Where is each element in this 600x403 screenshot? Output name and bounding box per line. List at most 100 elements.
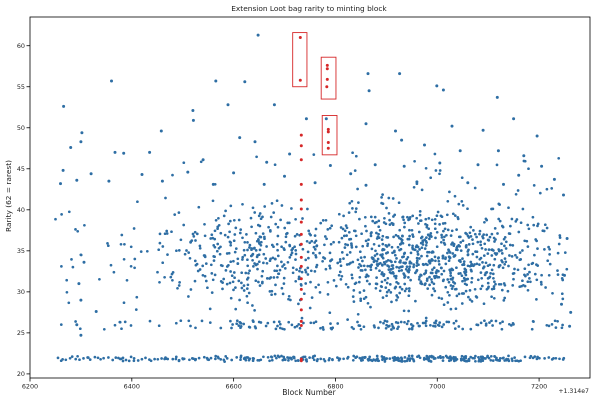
data-point <box>390 264 394 267</box>
data-point <box>271 256 275 260</box>
data-point <box>464 354 468 358</box>
data-point <box>201 273 205 277</box>
data-point <box>435 269 439 272</box>
data-point <box>530 327 534 331</box>
data-point <box>260 274 264 278</box>
data-point <box>490 207 493 211</box>
data-point <box>107 179 111 183</box>
data-point <box>467 243 471 246</box>
data-point <box>457 235 461 239</box>
data-point <box>489 354 493 358</box>
data-point <box>491 272 495 276</box>
data-point <box>265 245 268 248</box>
data-point <box>403 221 407 225</box>
data-point <box>302 321 305 325</box>
data-point <box>523 159 527 163</box>
data-point <box>358 262 361 266</box>
data-point <box>497 217 501 221</box>
data-point <box>434 259 437 263</box>
data-point <box>214 354 218 358</box>
data-point <box>432 287 435 290</box>
y-tick-label: 50 <box>17 124 25 132</box>
data-point <box>413 159 416 163</box>
data-point <box>357 266 360 269</box>
data-point <box>298 269 301 273</box>
data-point <box>390 300 393 304</box>
data-point <box>454 319 458 323</box>
data-point <box>364 224 367 228</box>
data-point <box>236 257 240 261</box>
data-point <box>473 232 477 236</box>
data-point <box>243 240 247 244</box>
data-point <box>329 322 332 325</box>
data-point <box>482 233 486 236</box>
data-point <box>412 185 416 189</box>
data-point <box>430 271 434 275</box>
data-point <box>229 241 233 244</box>
data-point <box>107 356 110 359</box>
data-point <box>507 232 511 235</box>
data-point <box>299 282 303 286</box>
data-point <box>294 252 298 256</box>
data-point <box>377 219 381 223</box>
data-point <box>61 168 65 172</box>
data-point <box>478 229 482 233</box>
data-point <box>439 266 443 270</box>
data-point <box>123 320 127 324</box>
data-point <box>425 277 429 281</box>
data-point <box>195 232 199 236</box>
data-point <box>432 282 436 286</box>
data-point <box>395 265 399 269</box>
data-point <box>543 357 546 360</box>
data-point <box>276 264 279 268</box>
data-point <box>229 319 232 323</box>
data-point <box>424 217 428 221</box>
y-tick-label: 40 <box>17 206 25 214</box>
data-point <box>266 321 270 325</box>
data-point <box>500 252 504 255</box>
data-point <box>265 277 269 280</box>
data-point <box>383 216 386 220</box>
data-point <box>408 228 411 232</box>
data-point <box>430 218 434 222</box>
data-point <box>228 281 232 285</box>
data-point <box>439 240 443 244</box>
data-point <box>328 226 332 230</box>
data-point <box>447 280 451 284</box>
data-point <box>211 278 215 282</box>
data-point <box>485 218 489 222</box>
data-point <box>382 355 386 359</box>
data-point <box>358 217 361 221</box>
data-point <box>304 258 308 262</box>
data-point <box>484 324 488 327</box>
data-point <box>395 298 398 302</box>
data-point <box>280 260 283 264</box>
data-point <box>565 237 569 240</box>
data-point <box>382 321 385 325</box>
data-point <box>375 354 379 358</box>
data-point <box>568 324 572 328</box>
data-point <box>517 173 521 177</box>
data-point <box>399 265 403 269</box>
data-point <box>203 274 207 278</box>
data-point <box>345 253 349 257</box>
data-point <box>535 263 538 266</box>
data-point <box>272 211 276 214</box>
data-point <box>262 355 265 359</box>
data-point <box>393 260 397 264</box>
data-point <box>171 173 174 177</box>
data-point <box>148 358 151 361</box>
data-point <box>492 296 496 300</box>
data-point <box>397 269 401 273</box>
data-point <box>488 263 492 267</box>
data-point <box>248 357 252 361</box>
data-point <box>434 319 438 323</box>
data-point <box>234 247 238 250</box>
data-point <box>345 226 349 230</box>
data-point <box>329 259 332 263</box>
data-point <box>59 182 62 186</box>
data-point <box>208 321 212 324</box>
data-point <box>308 232 311 236</box>
data-point <box>512 117 516 121</box>
data-point <box>261 269 265 273</box>
